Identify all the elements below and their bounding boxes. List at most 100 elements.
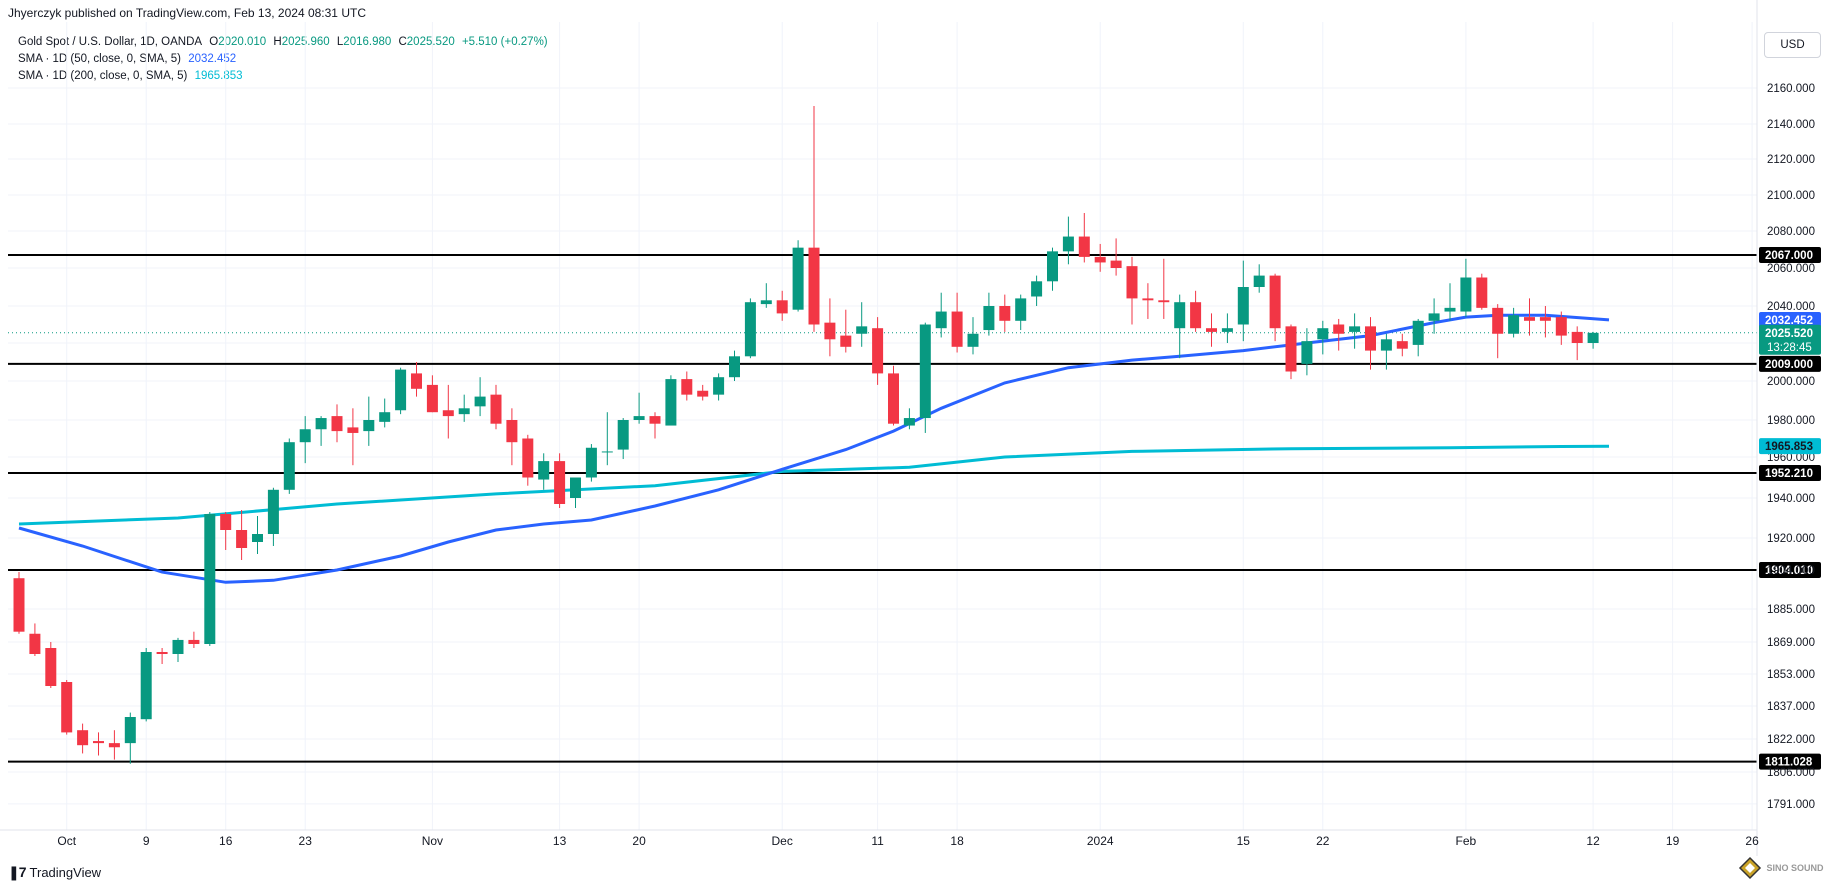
- y-tick-label: 1822.000: [1767, 734, 1815, 746]
- candle-body: [474, 396, 486, 407]
- legend-close-value: 2025.520: [406, 36, 455, 48]
- candle-body: [156, 652, 168, 654]
- x-tick-label: 15: [1237, 834, 1251, 848]
- sma50-price-tag: [1759, 311, 1821, 328]
- x-tick-label: 12: [1586, 834, 1600, 848]
- candle-body: [1015, 298, 1027, 321]
- legend-sma200-label: SMA · 1D (200, close, 0, SMA, 5): [18, 70, 188, 82]
- sma50-line: [18, 313, 1610, 584]
- legend-open-label: O: [209, 36, 219, 48]
- candle-body: [411, 373, 422, 389]
- countdown-label: 13:28:45: [1767, 342, 1812, 354]
- diamond-logo-icon: [1738, 856, 1762, 880]
- candle-body: [792, 247, 804, 310]
- candle-body: [697, 390, 709, 397]
- candle-body: [1349, 326, 1361, 332]
- candle-body: [903, 418, 915, 426]
- candle-body: [951, 311, 963, 347]
- level-tag: [1759, 247, 1821, 264]
- x-tick-label: Feb: [1456, 834, 1477, 848]
- sma200-line: [18, 444, 1610, 526]
- candle-body: [1110, 260, 1122, 268]
- candle-body: [426, 384, 438, 413]
- legend-sma50-row[interactable]: SMA · 1D (50, close, 0, SMA, 5) 2032.452: [18, 51, 552, 68]
- x-tick-label: Nov: [422, 834, 443, 848]
- candle-body: [77, 730, 89, 746]
- tradingview-logo-icon: ❚7: [8, 864, 27, 880]
- candle-body: [1221, 328, 1233, 332]
- candle-body: [379, 412, 391, 422]
- candle-body: [617, 420, 629, 450]
- candle-body: [124, 717, 136, 744]
- y-tick-label: 2140.000: [1767, 119, 1815, 131]
- candle-body: [1237, 287, 1249, 325]
- legend-sma50-label: SMA · 1D (50, close, 0, SMA, 5): [18, 53, 181, 65]
- candle-body: [61, 682, 73, 733]
- legend-low: L2016.980: [337, 36, 391, 48]
- horizontal-levels: 2067.000 2009.000 1952.210 1904.010 1811.028: [8, 247, 1821, 770]
- chart-legend: Gold Spot / U.S. Dollar, 1D, OANDA O2020…: [18, 34, 552, 85]
- level-tag: [1759, 355, 1821, 372]
- candle-body: [713, 377, 725, 395]
- candle-body: [522, 438, 534, 478]
- y-tick-label: 1853.000: [1767, 669, 1815, 681]
- candle-body: [554, 461, 566, 504]
- x-tick-label: 18: [950, 834, 964, 848]
- y-tick-label: 2000.000: [1767, 376, 1815, 388]
- candle-body: [840, 335, 852, 347]
- candle-body: [283, 442, 295, 490]
- candle-body: [490, 394, 502, 424]
- candle-body: [363, 420, 375, 432]
- candle-body: [506, 420, 518, 443]
- x-tick-label: 2024: [1087, 834, 1114, 848]
- candle-body: [919, 324, 931, 419]
- legend-open: O2020.010: [209, 36, 266, 48]
- candle-body: [204, 514, 216, 644]
- tradingview-brand[interactable]: ❚7 TradingView: [8, 864, 101, 881]
- y-tick-label: 2160.000: [1767, 83, 1815, 95]
- publisher-line: Jhyerczyk published on TradingView.com, …: [8, 6, 366, 20]
- candle-body: [1365, 326, 1376, 351]
- legend-sma200-value: 1965.853: [194, 70, 243, 82]
- candle-body: [236, 530, 248, 548]
- level-tag-label: 1811.028: [1765, 757, 1813, 769]
- y-tick-label: 1806.000: [1767, 767, 1815, 779]
- candle-body: [1142, 298, 1154, 301]
- axes: 2160.000 2140.000 2120.000 2100.000 2080.000…: [0, 0, 1815, 856]
- currency-button[interactable]: USD: [1764, 32, 1821, 58]
- legend-open-value: 2020.010: [218, 36, 267, 48]
- candle-body: [1317, 328, 1329, 340]
- candle-body: [1460, 277, 1472, 312]
- candle-body: [1333, 324, 1345, 334]
- level-tag-label: 1952.210: [1765, 468, 1813, 480]
- x-tick-label: 20: [632, 834, 646, 848]
- candle-body: [347, 427, 359, 433]
- y-tick-label: 1869.000: [1767, 637, 1815, 649]
- candle-body: [140, 652, 152, 720]
- candle-body: [665, 379, 677, 426]
- candle-body: [299, 429, 311, 443]
- sma50-price-tag-label: 2032.452: [1765, 315, 1813, 327]
- candle-body: [1396, 341, 1408, 349]
- candle-body: [1428, 313, 1440, 321]
- legend-high-label: H: [273, 36, 282, 48]
- legend-sma200-row[interactable]: SMA · 1D (200, close, 0, SMA, 5) 1965.85…: [18, 68, 552, 85]
- candle-body: [1444, 307, 1456, 312]
- x-tick-label: Dec: [772, 834, 793, 848]
- x-tick-label: 13: [553, 834, 567, 848]
- y-tick-label: 1960.000: [1767, 452, 1815, 464]
- candle-body: [1492, 307, 1504, 334]
- candle-body: [13, 578, 25, 632]
- candle-body: [967, 333, 979, 347]
- candle-body: [808, 247, 820, 325]
- candle-body: [856, 326, 868, 334]
- legend-change: +5.510 (+0.27%): [461, 36, 548, 48]
- candle-body: [1126, 266, 1138, 299]
- last-price-tag: [1759, 324, 1821, 355]
- candle-body: [267, 489, 279, 534]
- level-tag-label: 2067.000: [1765, 250, 1813, 262]
- candle-body: [1047, 251, 1058, 282]
- candle-body: [601, 451, 613, 453]
